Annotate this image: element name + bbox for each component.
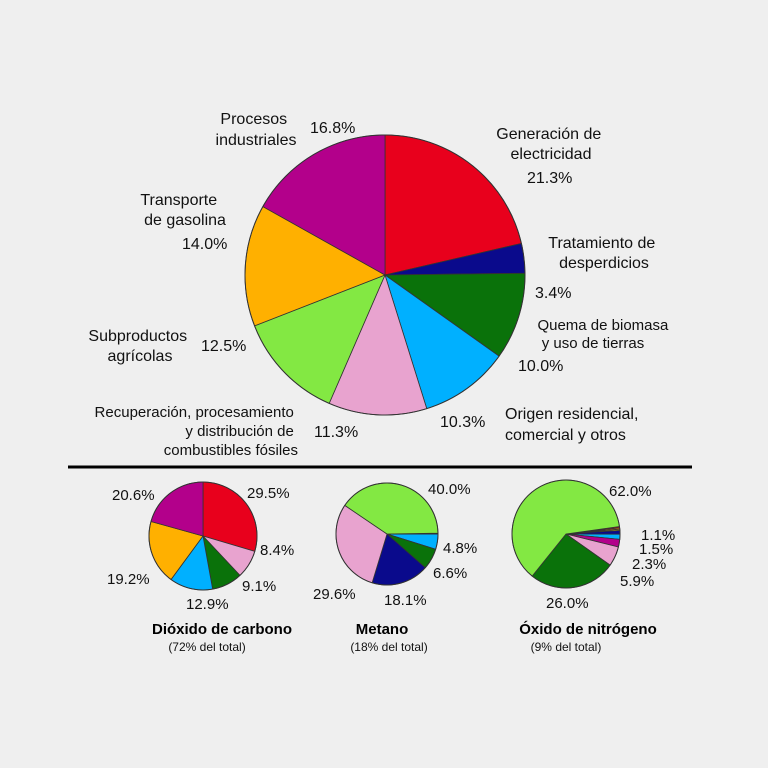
ch4-subtitle: (18% del total) bbox=[350, 640, 427, 654]
ch4-value-residential: 4.8% bbox=[443, 540, 477, 557]
n2o-value-fossil: 5.9% bbox=[620, 573, 654, 590]
value-waste: 3.4% bbox=[535, 285, 571, 302]
label-residential: Origen residencial, comercial y otros bbox=[505, 406, 643, 444]
value-biomass: 10.0% bbox=[518, 358, 563, 375]
label-biomass: Quema de biomasa y uso de tierras bbox=[537, 317, 672, 352]
ch4-value-fossil: 29.6% bbox=[313, 586, 356, 603]
value-industrial: 16.8% bbox=[310, 120, 355, 137]
n2o-outline bbox=[511, 479, 621, 589]
ch4-outline bbox=[335, 482, 439, 586]
co2-value-biomass: 9.1% bbox=[242, 578, 276, 595]
label-waste: Tratamiento de desperdicios bbox=[548, 235, 659, 272]
main-pie bbox=[244, 134, 526, 416]
n2o-value-biomass: 26.0% bbox=[546, 595, 589, 612]
label-fossil: Recuperación, procesamiento y distribuci… bbox=[95, 404, 298, 459]
value-electricity: 21.3% bbox=[527, 170, 572, 187]
n2o-value-agricultural: 62.0% bbox=[609, 483, 652, 500]
n2o-value-waste: 1.1% bbox=[641, 527, 675, 544]
value-agricultural: 12.5% bbox=[201, 338, 246, 355]
ch4-value-biomass: 6.6% bbox=[433, 565, 467, 582]
value-transport: 14.0% bbox=[182, 236, 227, 253]
co2-subtitle: (72% del total) bbox=[168, 640, 245, 654]
value-residential: 10.3% bbox=[440, 414, 485, 431]
label-electricity: Generación de electricidad bbox=[496, 126, 605, 163]
value-fossil: 11.3% bbox=[314, 424, 358, 441]
n2o-value-residential: 1.5% bbox=[639, 541, 673, 558]
label-transport: Transporte de gasolina bbox=[140, 192, 226, 229]
co2-pie bbox=[148, 481, 258, 591]
ch4-value-waste: 18.1% bbox=[384, 592, 427, 609]
label-industrial: Procesos industriales bbox=[216, 111, 297, 149]
co2-title: Dióxido de carbono bbox=[152, 621, 292, 638]
co2-value-transport: 19.2% bbox=[107, 571, 150, 588]
co2-value-residential: 12.9% bbox=[186, 596, 229, 613]
co2-value-electricity: 29.5% bbox=[247, 485, 290, 502]
co2-value-industrial: 20.6% bbox=[112, 487, 155, 504]
co2-outline bbox=[148, 481, 258, 591]
co2-value-fossil: 8.4% bbox=[260, 542, 294, 559]
n2o-title: Óxido de nitrógeno bbox=[519, 620, 657, 638]
n2o-value-industrial: 2.3% bbox=[632, 556, 666, 573]
nitrous-oxide-pie bbox=[511, 479, 621, 589]
methane-pie bbox=[335, 482, 439, 586]
ch4-value-agricultural: 40.0% bbox=[428, 481, 471, 498]
ch4-title: Metano bbox=[356, 621, 409, 638]
n2o-subtitle: (9% del total) bbox=[531, 640, 602, 654]
label-agricultural: Subproductos agrícolas bbox=[88, 328, 191, 365]
main-outline bbox=[244, 134, 526, 416]
